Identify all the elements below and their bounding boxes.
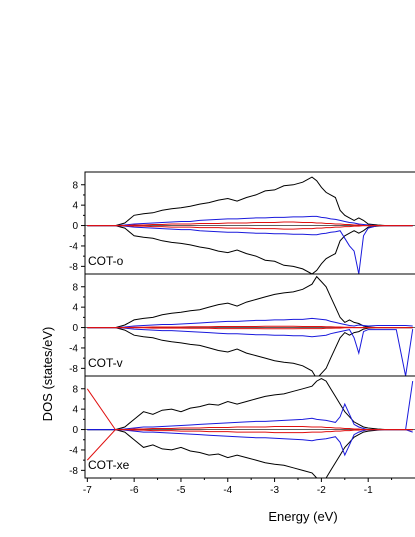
- x-tick-label: -3: [270, 485, 279, 496]
- series-line-black: [87, 176, 413, 227]
- x-tick-label: -1: [364, 485, 373, 496]
- series-line-black: [87, 429, 413, 478]
- y-tick-label: 8: [72, 384, 78, 395]
- y-tick-label: 8: [72, 282, 78, 293]
- series-line-red: [87, 327, 413, 330]
- panels-group: -8 -4 0 4 8 COT-o -8 -4 0 4 8 COT-v -8 -4 0 4 8 COT-xe: [69, 171, 415, 479]
- y-tick-label: 0: [72, 425, 78, 436]
- y-tick-label: 8: [72, 180, 78, 191]
- series-line-red: [87, 221, 413, 227]
- x-axis-title: Energy (eV): [268, 509, 337, 524]
- series-line-black: [87, 225, 413, 274]
- series-line-black: [87, 275, 413, 329]
- y-tick-label: -4: [69, 445, 78, 456]
- series-line-red: [86, 429, 413, 461]
- y-tick-label: 4: [72, 303, 78, 314]
- y-tick-label: -8: [69, 466, 78, 477]
- y-tick-label: -4: [69, 241, 78, 252]
- x-tick-label: -6: [130, 485, 139, 496]
- y-tick-label: -8: [69, 262, 78, 273]
- x-tick-label: -2: [317, 485, 326, 496]
- series-line-blue: [87, 327, 414, 376]
- panel-cot-xe: -8 -4 0 4 8 COT-xe: [69, 375, 415, 479]
- x-axis-ticks: -7 -6 -5 -4 -3 -2 -1: [83, 478, 393, 496]
- y-tick-label: -8: [69, 364, 78, 375]
- series-line-blue: [87, 381, 414, 431]
- y-tick-label: -4: [69, 343, 78, 354]
- series-line-blue: [87, 429, 413, 457]
- panel-label: COT-o: [88, 254, 124, 268]
- series-line-black: [87, 378, 413, 431]
- y-tick-label: 0: [72, 221, 78, 232]
- x-tick-label: -5: [177, 485, 186, 496]
- x-tick-label: -4: [223, 485, 232, 496]
- panel-cot-v: -8 -4 0 4 8 COT-v: [69, 273, 415, 377]
- y-tick-label: 4: [72, 405, 78, 416]
- series-line-blue: [87, 225, 413, 274]
- panel-label: COT-xe: [88, 458, 130, 472]
- panel-cot-o: -8 -4 0 4 8 COT-o: [69, 171, 415, 275]
- series-line-blue: [87, 215, 413, 227]
- series-line-blue: [87, 317, 413, 329]
- x-tick-label: -7: [83, 485, 92, 496]
- y-axis-title: DOS (states/eV): [40, 327, 55, 422]
- panel-label: COT-v: [88, 356, 123, 370]
- series-line-red: [86, 388, 413, 431]
- series-line-red: [87, 225, 413, 230]
- series-line-black: [87, 327, 413, 376]
- panel-frame: [84, 273, 415, 377]
- y-tick-label: 4: [72, 201, 78, 212]
- y-tick-label: 0: [72, 323, 78, 334]
